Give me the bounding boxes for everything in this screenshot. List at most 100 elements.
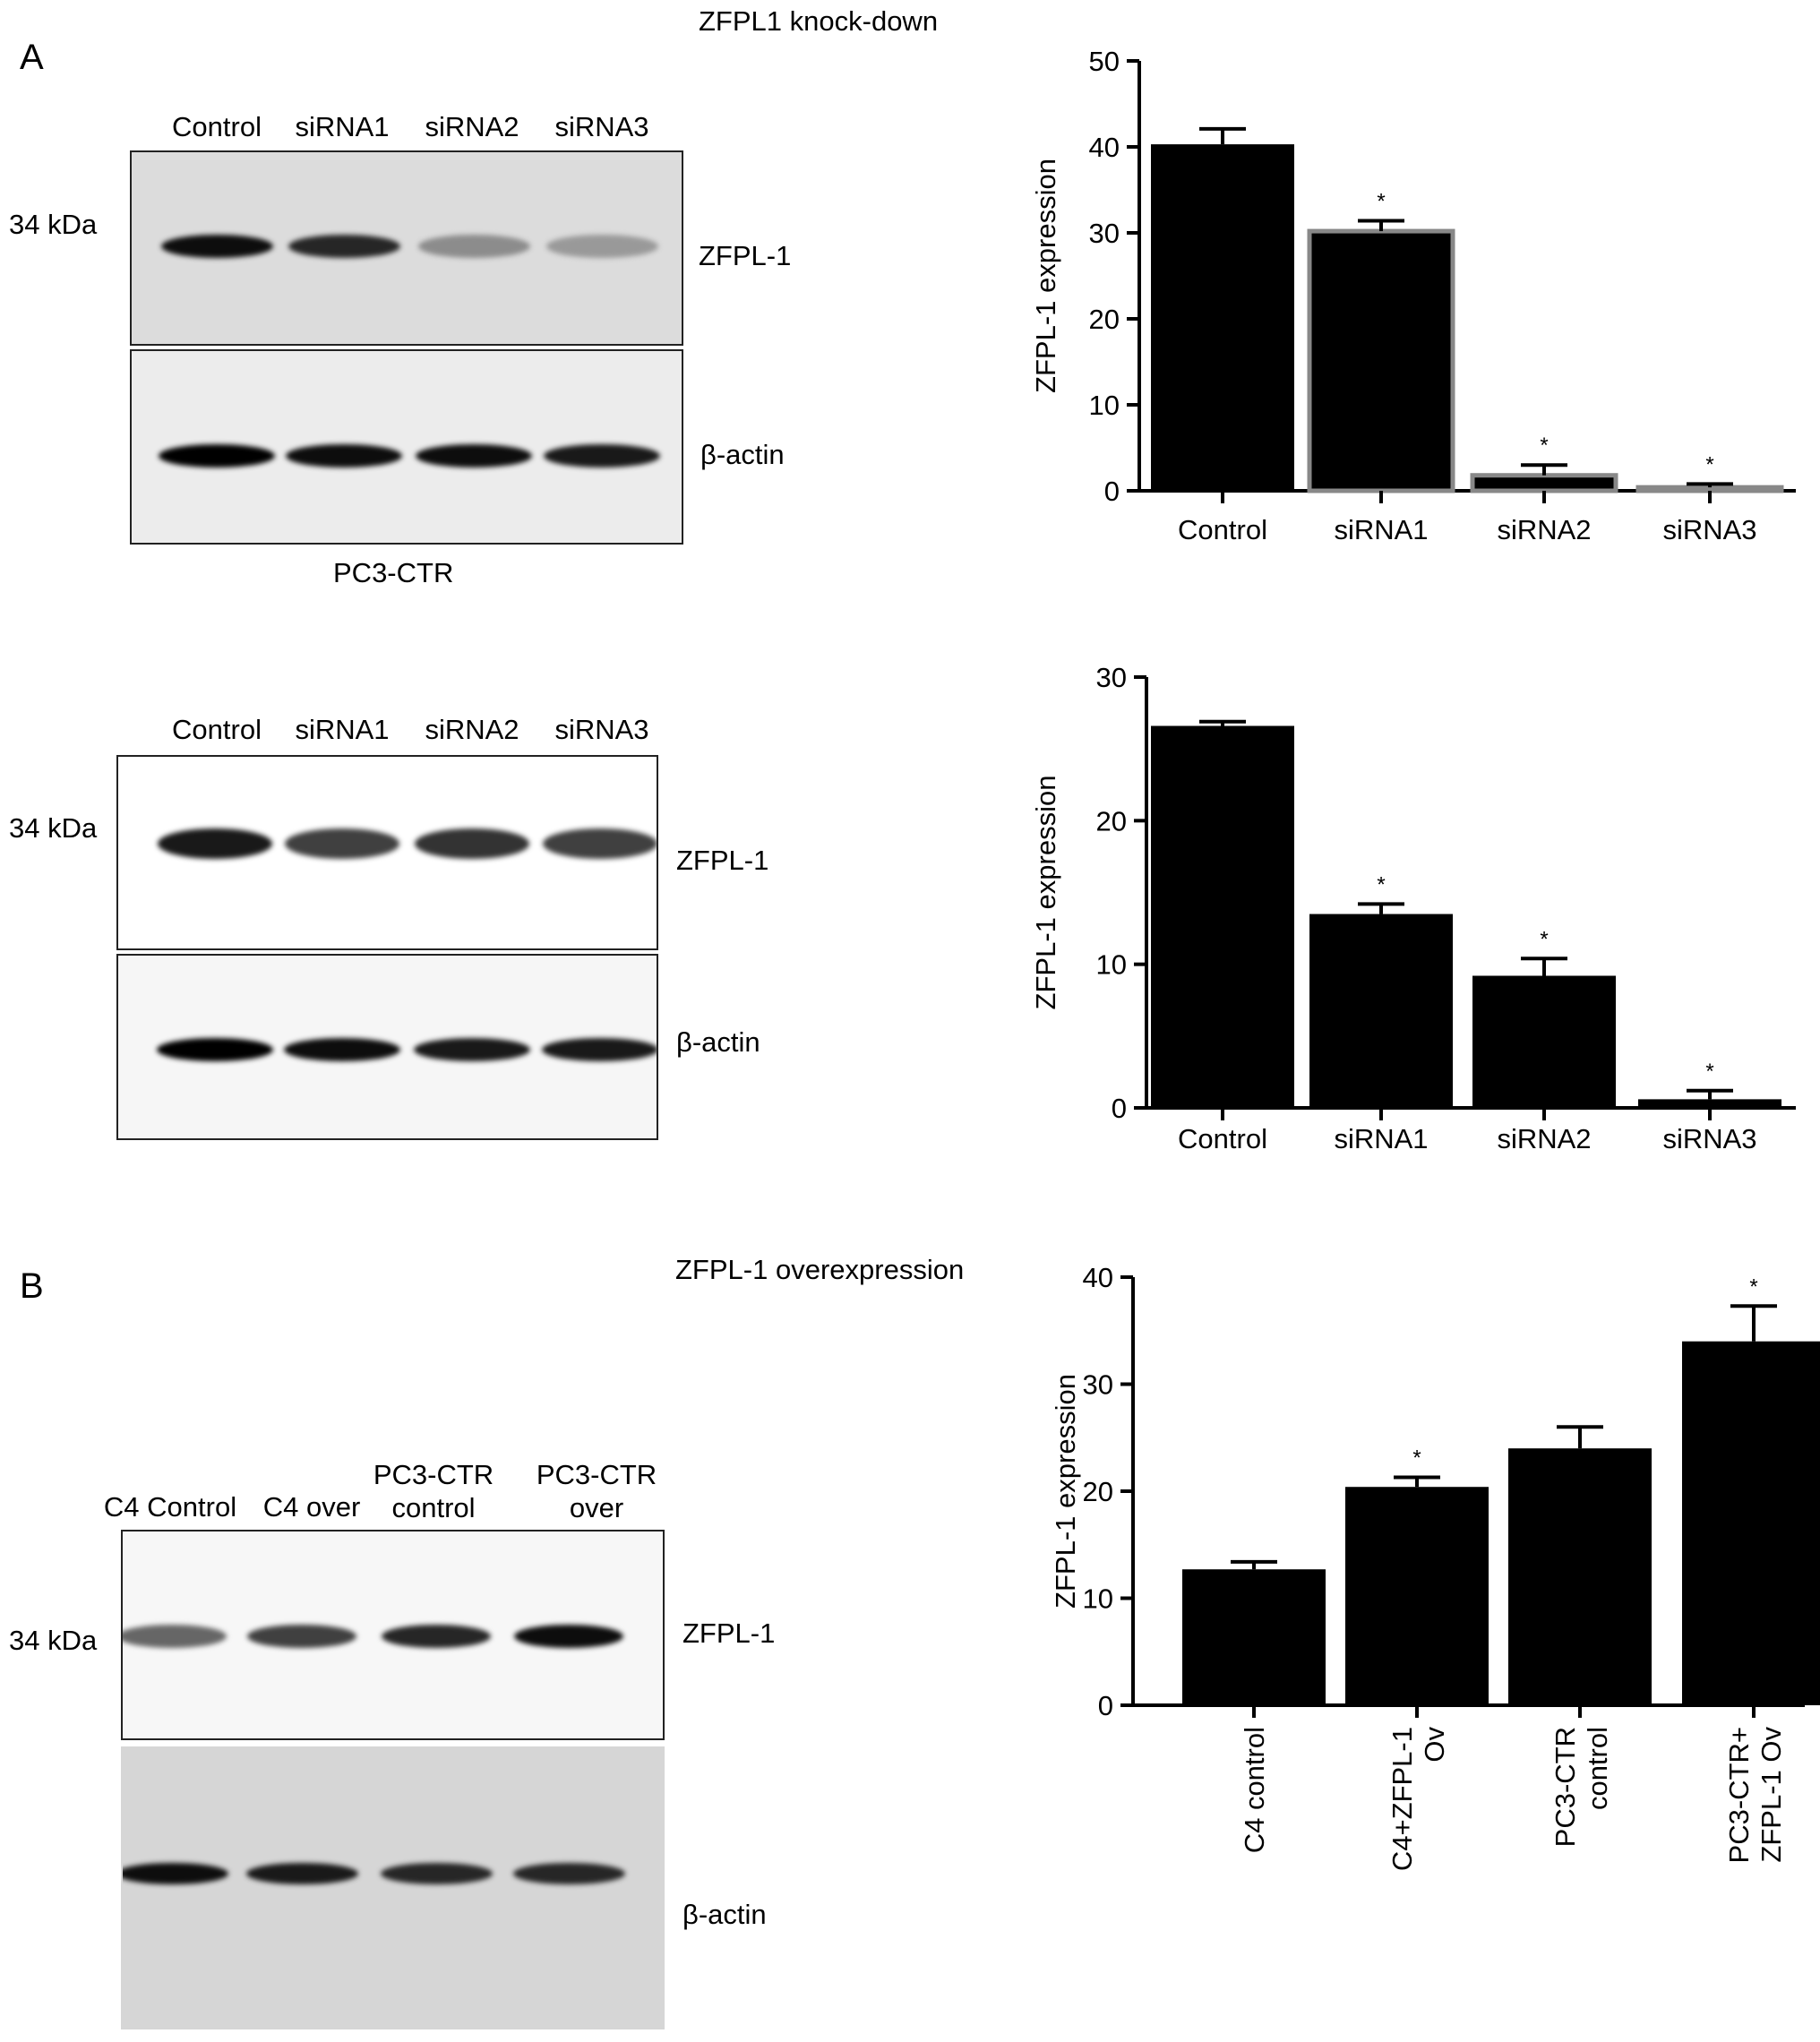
chart-2-y-label: ZFPL-1 expression	[1030, 776, 1061, 1010]
x-tick-label: PC3-CTR+ZFPL-1 Ov	[1723, 1727, 1787, 1864]
blot3-lane-3: PC3-CTR control	[373, 1459, 494, 1523]
bar	[1151, 725, 1294, 1108]
panel-b-title: ZFPL-1 overexpression	[675, 1254, 965, 1285]
blot1-actin-band-3	[416, 444, 532, 468]
blot3-actin-band-4	[512, 1863, 625, 1884]
blot3-lane-4: PC3-CTR over	[536, 1459, 657, 1523]
x-tick-label: siRNA1	[1334, 514, 1428, 545]
chart-2: 0 10 20 30 ZFPL-1 expression Control * siRNA1 * s…	[1030, 662, 1796, 1154]
blot3-actin-band-2	[245, 1863, 358, 1884]
y-tick-label: 50	[1089, 46, 1120, 77]
blot2-actin-band-3	[414, 1038, 530, 1061]
blot2-marker: 34 kDa	[9, 812, 98, 844]
y-tick-label: 10	[1089, 390, 1120, 421]
x-tick-label: Control	[1178, 1123, 1267, 1154]
bar	[1309, 914, 1453, 1108]
blot3-zfpl-band-2	[247, 1625, 356, 1648]
blot1-actin-band-4	[544, 444, 660, 468]
blot1-actin-band-2	[286, 444, 402, 468]
blot3-zfpl-membrane	[121, 1530, 665, 1740]
blot1-actin-membrane	[130, 349, 683, 545]
blot2-loading-label: β-actin	[676, 1026, 760, 1058]
blot3-marker: 34 kDa	[9, 1625, 98, 1656]
blot1-lane-1: Control	[172, 111, 262, 142]
y-tick-label: 0	[1112, 1093, 1127, 1124]
blot1-lane-4: siRNA3	[554, 111, 649, 142]
x-tick-label: C4+ZFPL-1Ov	[1386, 1727, 1450, 1872]
significance-marker: *	[1540, 433, 1548, 458]
bar	[1470, 473, 1618, 493]
blot2-actin-band-4	[542, 1038, 657, 1061]
bar	[1345, 1487, 1489, 1705]
y-tick-label: 20	[1089, 304, 1120, 335]
blot3-lane-1: C4 Control	[103, 1491, 237, 1523]
y-tick-label: 20	[1096, 805, 1127, 837]
bar	[1307, 228, 1455, 493]
blot3-target-label: ZFPL-1	[682, 1617, 776, 1649]
blot3-lane-2: C4 over	[262, 1491, 361, 1523]
significance-marker: *	[1540, 927, 1548, 951]
blot1-cell-line: PC3-CTR	[333, 557, 454, 588]
blot3-loading-label: β-actin	[682, 1899, 767, 1930]
blot3-actin-band-3	[380, 1863, 493, 1884]
blot2-actin-membrane	[116, 954, 658, 1140]
blot1-zfpl-band-4	[545, 235, 658, 258]
blot2-lane-4: siRNA3	[554, 714, 649, 745]
significance-marker: *	[1412, 1446, 1421, 1470]
y-tick-label: 40	[1083, 1262, 1113, 1293]
blot3-zfpl-band-1	[123, 1625, 227, 1648]
blot1-zfpl-band-3	[417, 235, 530, 258]
significance-marker: *	[1705, 452, 1713, 476]
chart-3-y-label: ZFPL-1 expression	[1050, 1374, 1081, 1609]
blot2-actin-band-1	[157, 1038, 273, 1061]
blot3-zfpl-band-3	[382, 1625, 491, 1648]
significance-marker: *	[1705, 1060, 1713, 1084]
blot2-zfpl-band-1	[158, 828, 272, 859]
panel-b-letter: B	[20, 1266, 44, 1306]
blot2-lane-2: siRNA1	[295, 714, 390, 745]
y-tick-label: 20	[1083, 1476, 1113, 1507]
significance-marker: *	[1377, 872, 1385, 897]
bar	[1638, 1099, 1781, 1108]
blot1-zfpl-band-1	[160, 235, 273, 258]
bar	[1472, 975, 1616, 1108]
bar	[1635, 485, 1784, 493]
y-tick-label: 30	[1096, 662, 1127, 693]
significance-marker: *	[1377, 190, 1385, 214]
y-tick-label: 10	[1096, 949, 1127, 981]
y-tick-label: 10	[1083, 1583, 1113, 1615]
blot2-zfpl-band-4	[543, 828, 657, 859]
x-tick-label: siRNA2	[1497, 514, 1591, 545]
blot2-zfpl-band-2	[285, 828, 399, 859]
y-tick-label: 0	[1104, 476, 1120, 507]
panel-a-letter: A	[20, 38, 44, 77]
bar	[1508, 1448, 1652, 1705]
panel-a-title: ZFPL1 knock-down	[699, 5, 939, 37]
blot2-actin-band-2	[284, 1038, 400, 1061]
y-tick-label: 30	[1083, 1369, 1113, 1401]
significance-marker: *	[1749, 1274, 1757, 1299]
blot1-loading-label: β-actin	[700, 439, 785, 470]
x-tick-label: Control	[1178, 514, 1267, 545]
blot1-lane-3: siRNA2	[425, 111, 519, 142]
blot2-lane-1: Control	[172, 714, 262, 745]
x-tick-label: siRNA2	[1497, 1123, 1591, 1154]
blot3-actin-band-1	[123, 1863, 228, 1884]
x-tick-label: siRNA3	[1662, 1123, 1756, 1154]
blot3-actin-membrane	[121, 1746, 665, 2029]
x-tick-label: C4 control	[1239, 1727, 1270, 1853]
blot1-lane-2: siRNA1	[295, 111, 390, 142]
chart-1: 0 10 20 30 40 50 ZFPL-1 expression Control * siRN…	[1030, 46, 1796, 545]
y-tick-label: 0	[1098, 1690, 1113, 1721]
x-tick-label: PC3-CTRcontrol	[1550, 1727, 1613, 1847]
x-tick-label: siRNA1	[1334, 1123, 1428, 1154]
blot1-zfpl-band-2	[288, 235, 400, 258]
blot2-zfpl-membrane	[116, 755, 658, 950]
chart-3: 0 10 20 30 40 ZFPL-1 expression C4 control * C4+…	[1050, 1262, 1820, 1871]
blot3-zfpl-band-4	[514, 1625, 623, 1648]
blot1-zfpl-membrane	[130, 150, 683, 346]
chart-1-y-label: ZFPL-1 expression	[1030, 159, 1061, 393]
blot2-zfpl-band-3	[415, 828, 529, 859]
blot1-target-label: ZFPL-1	[699, 240, 792, 271]
